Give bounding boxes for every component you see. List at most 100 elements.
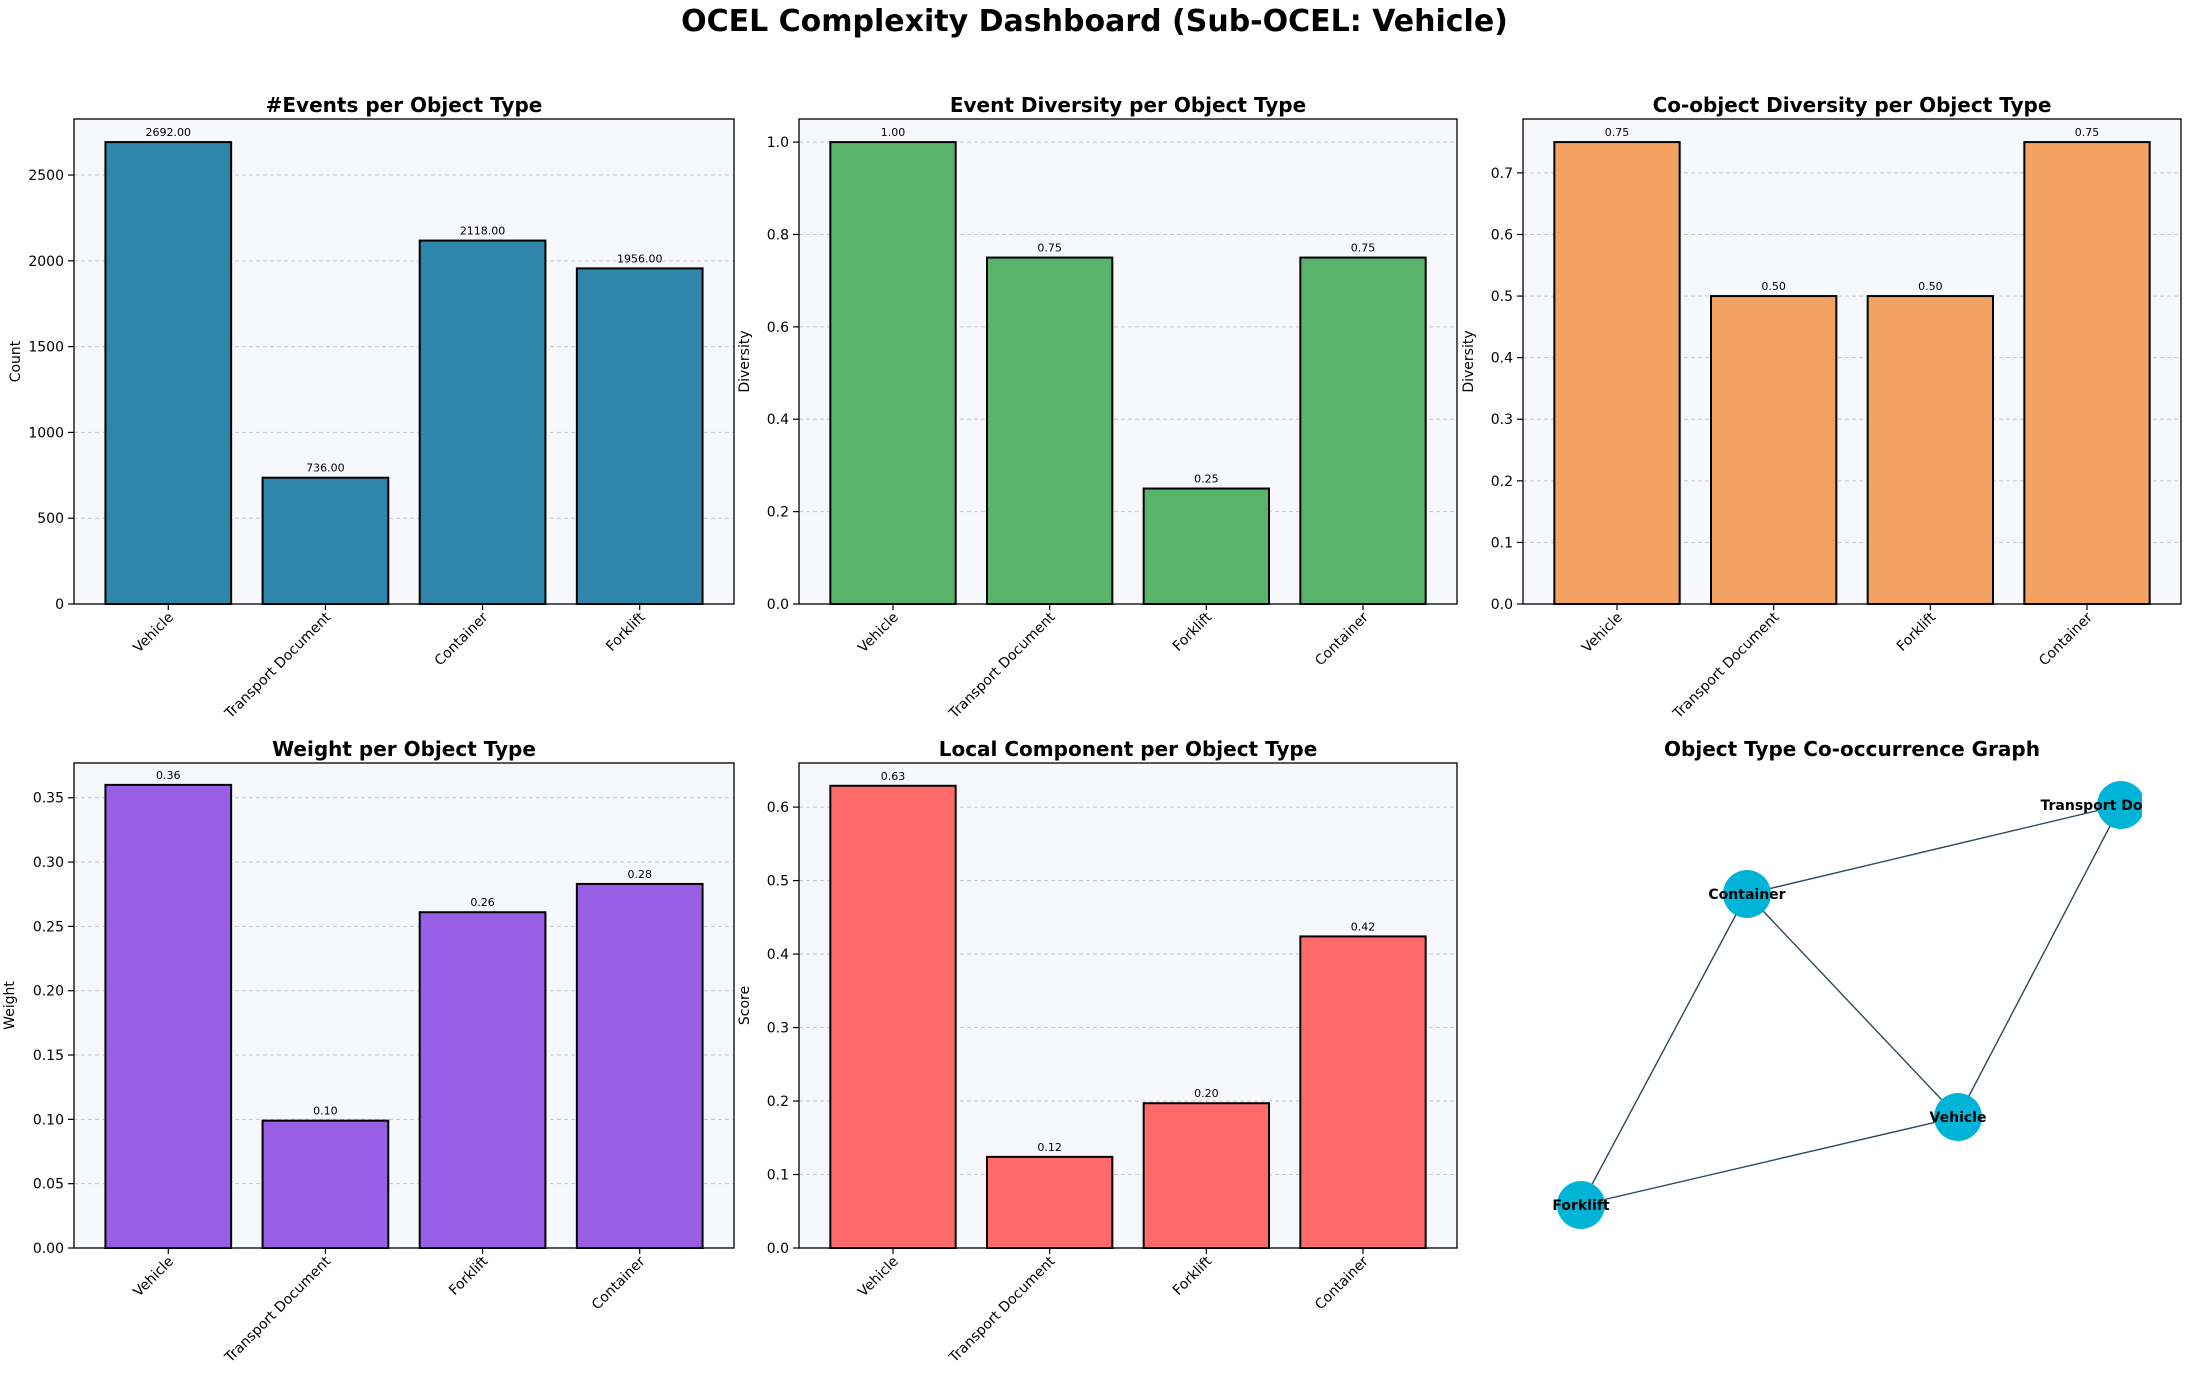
- chart-title: Object Type Co-occurrence Graph: [1664, 737, 2040, 761]
- bar: [575, 882, 704, 1250]
- y-tick-label: 0.3: [1491, 412, 1513, 428]
- x-tick-label: Vehicle: [855, 610, 902, 657]
- axes-frame: [798, 118, 1458, 605]
- axes-frame: [73, 118, 735, 605]
- bar-value-label: 2118.00: [460, 225, 506, 238]
- dashboard-title: OCEL Complexity Dashboard (Sub-OCEL: Veh…: [681, 4, 1508, 39]
- x-tick-label: Container: [432, 609, 492, 669]
- x-tick-label: Vehicle: [130, 610, 177, 657]
- axes-frame: [73, 762, 735, 1249]
- y-tick-label: 0.4: [767, 412, 789, 428]
- bar-value-label: 0.25: [1194, 473, 1219, 486]
- chart-title: Local Component per Object Type: [939, 737, 1318, 761]
- y-tick-label: 0.30: [33, 855, 64, 871]
- bar: [104, 783, 233, 1250]
- y-tick-label: 0.20: [33, 984, 64, 1000]
- bar: [986, 256, 1114, 605]
- graph-edge: [1746, 804, 2122, 895]
- x-tick-label: Container: [2036, 609, 2096, 669]
- y-tick-label: 0.35: [33, 791, 64, 807]
- y-tick-label: 0.5: [1491, 289, 1513, 305]
- bar: [1553, 141, 1681, 605]
- x-tick-label: Transport Document: [221, 609, 334, 722]
- bar-value-label: 2692.00: [146, 126, 192, 139]
- bar-value-label: 0.10: [313, 1105, 338, 1118]
- chart-panel-3: 0.0 0.1 0.2 0.3 0.4 0.5 0.6 0.7 0.75 Vehicle 0.50 T…: [1461, 93, 2182, 722]
- y-tick-label: 0.0: [767, 597, 789, 613]
- y-tick-label: 500: [37, 511, 64, 527]
- graph-edge: [1746, 893, 1959, 1118]
- bar-value-label: 736.00: [306, 462, 345, 475]
- bar: [418, 239, 547, 605]
- y-tick-label: 0.8: [767, 227, 789, 243]
- bar-value-label: 0.75: [1037, 242, 1062, 255]
- bar: [1299, 935, 1427, 1249]
- bar-value-label: 0.26: [470, 896, 495, 909]
- y-tick-label: 0.2: [1491, 474, 1513, 490]
- y-axis-label: Diversity: [1461, 330, 1477, 392]
- graph-node-label: Vehicle: [1930, 1110, 1987, 1126]
- chart-title: Co-object Diversity per Object Type: [1653, 93, 2052, 117]
- graph-node-label: Forklift: [1552, 1198, 1610, 1214]
- x-tick-label: Forklift: [1170, 609, 1216, 655]
- x-tick-label: Container: [1312, 609, 1372, 669]
- x-tick-label: Vehicle: [130, 1254, 177, 1301]
- y-tick-label: 0: [55, 597, 64, 613]
- bar-value-label: 0.20: [1194, 1087, 1219, 1100]
- bar: [1299, 256, 1427, 605]
- graph-edge: [1957, 804, 2122, 1118]
- y-axis-label: Diversity: [737, 330, 753, 392]
- graph-edge: [1580, 893, 1748, 1206]
- bar: [986, 1155, 1114, 1249]
- graph-node-label: Container: [1708, 887, 1785, 903]
- bar-value-label: 0.50: [1761, 280, 1786, 293]
- bar-value-label: 0.12: [1037, 1141, 1062, 1154]
- y-tick-label: 0.05: [33, 1177, 64, 1193]
- bar: [575, 267, 704, 605]
- bar-value-label: 0.50: [1918, 280, 1943, 293]
- y-tick-label: 0.25: [33, 919, 64, 935]
- bar-value-label: 0.63: [881, 770, 906, 783]
- chart-panel-1: 0 500 1000 1500 2000 2500 2692.00 Vehicle 736.00…: [8, 93, 735, 722]
- y-tick-label: 0.0: [1491, 597, 1513, 613]
- y-tick-label: 1000: [28, 425, 64, 441]
- graph-area: Transport Document Container Vehicle Forkli…: [1552, 781, 2189, 1229]
- bar-value-label: 0.36: [156, 769, 181, 782]
- chart-panel-2: 0.0 0.2 0.4 0.6 0.8 1.0 1.00 Vehicle 0.75 Transpo…: [737, 93, 1458, 722]
- y-tick-label: 1500: [28, 340, 64, 356]
- bar-value-label: 1956.00: [617, 252, 663, 265]
- y-tick-label: 0.1: [1491, 535, 1513, 551]
- x-tick-label: Forklift: [603, 609, 649, 655]
- bar-value-label: 0.42: [1351, 920, 1376, 933]
- y-tick-label: 0.6: [1491, 227, 1513, 243]
- x-tick-label: Transport Document: [946, 1253, 1059, 1366]
- axes-frame: [1522, 118, 2182, 605]
- y-axis-label: Weight: [2, 981, 18, 1030]
- y-tick-label: 2000: [28, 254, 64, 270]
- bar-value-label: 1.00: [881, 126, 906, 139]
- y-tick-label: 0.15: [33, 1048, 64, 1064]
- chart-title: #Events per Object Type: [266, 93, 543, 117]
- graph-node-label: Transport Document: [2040, 798, 2189, 814]
- bar: [261, 476, 390, 605]
- bar: [1710, 295, 1838, 605]
- x-tick-label: Forklift: [1170, 1253, 1216, 1299]
- x-tick-label: Forklift: [446, 1253, 492, 1299]
- y-axis-label: Count: [8, 340, 24, 382]
- bar: [104, 141, 233, 605]
- bar: [1142, 487, 1270, 605]
- bar: [2023, 141, 2151, 605]
- x-tick-label: Vehicle: [855, 1254, 902, 1301]
- bar: [829, 784, 957, 1249]
- y-tick-label: 0.6: [767, 800, 789, 816]
- chart-panel-6: Object Type Co-occurrence Graph Transport…: [1552, 737, 2189, 1229]
- y-tick-label: 0.3: [767, 1021, 789, 1037]
- bar-value-label: 0.75: [1605, 126, 1630, 139]
- bar-value-label: 0.28: [627, 868, 652, 881]
- y-tick-label: 0.00: [33, 1241, 64, 1257]
- graph-node: [1723, 870, 1771, 918]
- chart-title: Weight per Object Type: [272, 737, 536, 761]
- y-tick-label: 0.0: [767, 1241, 789, 1257]
- y-tick-label: 0.6: [767, 320, 789, 336]
